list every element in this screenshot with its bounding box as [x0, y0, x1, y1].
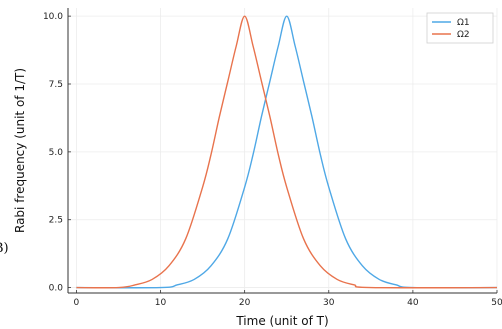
x-tick-label: 40: [407, 298, 419, 308]
y-axis-label: Rabi frequency (unit of 1/T): [13, 68, 27, 233]
legend-label-1: Ω1: [457, 18, 470, 28]
series-line-2: [76, 15, 498, 289]
y-tick-label: 7.5: [49, 80, 63, 90]
y-tick-label: 5.0: [49, 148, 64, 158]
x-tick-label: 30: [323, 298, 335, 308]
x-tick-label: 0: [74, 298, 80, 308]
panel-label: B): [0, 241, 9, 256]
x-tick-label: 50: [491, 298, 502, 308]
y-tick-label: 2.5: [49, 216, 63, 226]
axes: [67, 8, 497, 294]
tick-labels: 0 10 20 30 40 50 0.0 2.5 5.0 7.5 10.0: [43, 12, 502, 308]
series-line-1: [76, 15, 498, 289]
x-axis-label: Time (unit of T): [235, 314, 328, 328]
legend-box: [426, 12, 494, 44]
series-lines: [76, 15, 498, 289]
legend-label-2: Ω2: [457, 30, 470, 40]
y-tick-label: 0.0: [49, 284, 64, 294]
y-tick-label: 10.0: [43, 12, 63, 22]
x-tick-label: 10: [155, 298, 167, 308]
grid-lines: [68, 8, 498, 293]
x-tick-label: 20: [239, 298, 251, 308]
